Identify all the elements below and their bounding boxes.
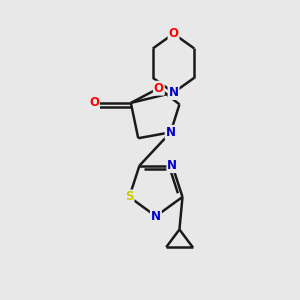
Text: N: N <box>166 126 176 139</box>
Text: O: O <box>169 27 178 40</box>
Text: O: O <box>89 96 99 110</box>
Text: N: N <box>151 210 161 223</box>
Text: O: O <box>154 82 164 95</box>
Text: S: S <box>125 190 134 203</box>
Text: N: N <box>169 86 178 99</box>
Text: N: N <box>167 159 177 172</box>
